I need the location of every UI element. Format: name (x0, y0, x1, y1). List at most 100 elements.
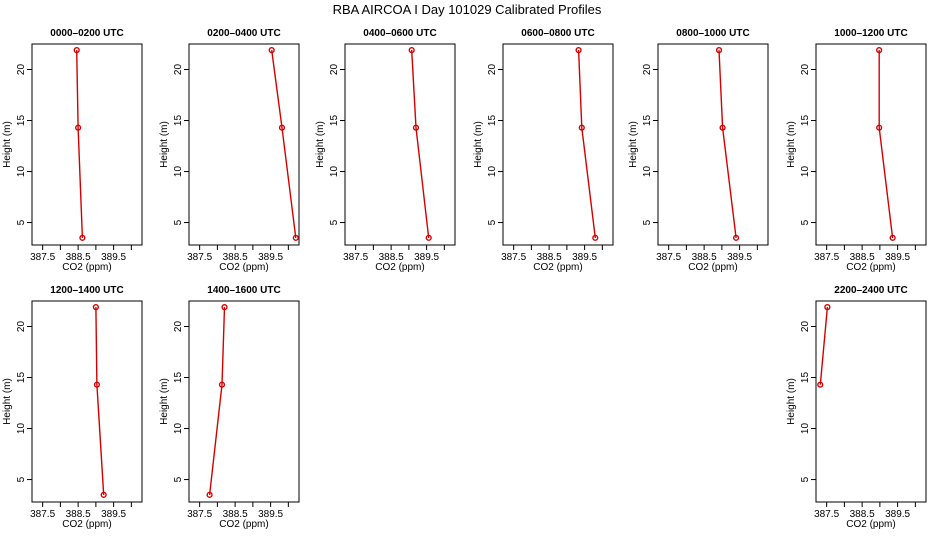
y-tick-label: 5 (487, 219, 498, 225)
y-tick-label: 10 (800, 423, 811, 435)
plot-frame (502, 43, 614, 246)
x-tick-label: 389.5 (572, 252, 597, 263)
data-point (732, 234, 740, 241)
y-tick-label: 10 (16, 166, 27, 178)
profile-line (76, 50, 84, 238)
y-tick-label: 15 (642, 115, 653, 127)
x-axis-label: CO2 (ppm) (533, 262, 582, 273)
data-point (206, 491, 213, 498)
y-axis-label: Height (m) (159, 121, 170, 168)
x-tick-label: 388.5 (379, 252, 404, 263)
x-axis-label: CO2 (ppm) (375, 262, 424, 273)
x-tick-label: 388.5 (66, 509, 91, 520)
panel-3: 0600–0800 UTC 387.5 388.5 389.5 5 10 15 20 CO2 (… (473, 28, 614, 273)
panel-title: 0800–1000 UTC (676, 28, 749, 39)
profile-line (95, 307, 105, 495)
x-tick-label: 388.5 (692, 252, 717, 263)
plot-frame (657, 43, 769, 246)
x-tick-label: 388.5 (850, 509, 875, 520)
y-tick-label: 15 (16, 372, 27, 384)
data-point (100, 491, 107, 498)
y-tick-label: 15 (329, 115, 340, 127)
panel-title: 1400–1600 UTC (207, 285, 280, 296)
profile-line (271, 50, 297, 238)
y-tick-label: 10 (329, 166, 340, 178)
x-tick-label: 387.5 (30, 252, 55, 263)
y-axis-label: Height (m) (315, 121, 326, 168)
y-axis-label: Height (m) (473, 121, 484, 168)
data-point (79, 234, 86, 241)
profile-line (718, 50, 737, 238)
y-tick-label: 20 (642, 64, 653, 76)
panel-title: 2200–2400 UTC (834, 285, 907, 296)
y-tick-label: 20 (487, 64, 498, 76)
data-point (412, 124, 420, 131)
data-point (889, 234, 896, 241)
x-axis-label: CO2 (ppm) (62, 519, 111, 530)
x-tick-label: 387.5 (30, 509, 55, 520)
y-tick-label: 5 (800, 219, 811, 225)
data-point (292, 234, 299, 241)
panel-title: 0200–0400 UTC (207, 28, 280, 39)
data-point (592, 234, 599, 241)
x-axis-label: CO2 (ppm) (219, 519, 268, 530)
data-point (876, 47, 883, 54)
data-point (408, 47, 415, 54)
y-tick-label: 15 (16, 115, 27, 127)
y-axis-label: Height (m) (786, 378, 797, 425)
y-tick-label: 15 (173, 115, 184, 127)
y-tick-label: 10 (800, 166, 811, 178)
y-tick-label: 5 (16, 219, 27, 225)
panel-2: 0400–0600 UTC 387.5 388.5 389.5 5 10 15 20 CO2 (… (315, 28, 456, 273)
y-axis-label: Height (m) (159, 378, 170, 425)
y-tick-label: 20 (800, 64, 811, 76)
profile-line (819, 307, 829, 385)
panel-8: 2200–2400 UTC 387.5 388.5 389.5 5 10 15 20 CO2 (… (786, 285, 927, 530)
panel-title: 0000–0200 UTC (50, 28, 123, 39)
figure-title: RBA AIRCOA I Day 101029 Calibrated Profi… (333, 2, 602, 17)
y-tick-label: 20 (173, 321, 184, 333)
y-tick-label: 5 (329, 219, 340, 225)
y-tick-label: 15 (487, 115, 498, 127)
x-tick-label: 389.5 (885, 252, 910, 263)
y-tick-label: 10 (173, 423, 184, 435)
y-tick-label: 10 (173, 166, 184, 178)
y-tick-label: 10 (16, 423, 27, 435)
profile-line (411, 50, 430, 238)
y-tick-label: 5 (173, 219, 184, 225)
x-tick-label: 389.5 (885, 509, 910, 520)
y-tick-label: 5 (800, 476, 811, 482)
y-tick-label: 5 (173, 476, 184, 482)
x-tick-label: 389.5 (101, 509, 126, 520)
x-tick-label: 389.5 (258, 252, 283, 263)
data-point (719, 124, 726, 131)
x-axis-label: CO2 (ppm) (219, 262, 268, 273)
data-point (221, 304, 228, 311)
y-axis-label: Height (m) (2, 378, 13, 425)
y-tick-label: 20 (329, 64, 340, 76)
y-axis-label: Height (m) (628, 121, 639, 168)
x-axis-label: CO2 (ppm) (688, 262, 737, 273)
data-point (578, 124, 585, 131)
profile-line (208, 307, 226, 495)
data-point (92, 304, 99, 311)
plot-frame (188, 300, 300, 503)
panel-5: 1000–1200 UTC 387.5 388.5 389.5 5 10 15 20 CO2 (… (786, 28, 927, 273)
x-tick-label: 387.5 (814, 252, 839, 263)
x-tick-label: 387.5 (656, 252, 681, 263)
x-tick-label: 389.5 (414, 252, 439, 263)
data-point (824, 304, 831, 311)
data-point (218, 381, 226, 388)
y-tick-label: 20 (16, 64, 27, 76)
data-point (817, 381, 824, 388)
y-axis-label: Height (m) (2, 121, 13, 168)
panel-title: 0600–0800 UTC (521, 28, 594, 39)
x-tick-label: 389.5 (727, 252, 752, 263)
data-point (715, 47, 723, 54)
x-axis-label: CO2 (ppm) (846, 262, 895, 273)
x-tick-label: 387.5 (187, 509, 212, 520)
x-tick-label: 388.5 (66, 252, 91, 263)
panel-4: 0800–1000 UTC 387.5 388.5 389.5 5 10 15 20 CO2 (… (628, 28, 769, 273)
plot-frame (344, 43, 456, 246)
